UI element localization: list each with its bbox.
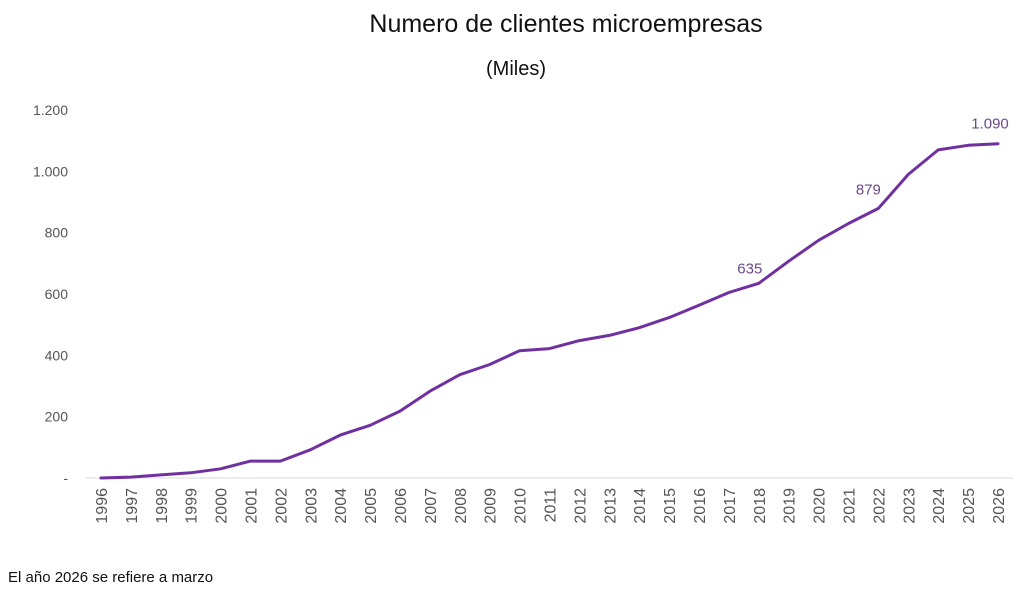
- x-tick-label: 2000: [214, 488, 231, 524]
- x-tick-label: 2022: [871, 488, 888, 524]
- y-tick-label: 400: [45, 347, 69, 363]
- y-tick-label: 1.200: [33, 102, 68, 118]
- x-tick-label: 1998: [154, 488, 171, 524]
- y-tick-label: 800: [45, 225, 69, 241]
- x-tick-label: 2005: [363, 488, 380, 524]
- y-tick-label: 600: [45, 286, 69, 302]
- x-tick-label: 2007: [423, 488, 440, 524]
- x-tick-label: 2011: [543, 488, 560, 523]
- x-tick-label: 2012: [572, 488, 589, 524]
- chart-subtitle: (Miles): [486, 58, 546, 80]
- x-tick-label: 2009: [483, 488, 500, 524]
- x-tick-label: 2026: [991, 488, 1008, 524]
- x-tick-label: 2017: [722, 488, 739, 524]
- y-tick-label: 1.000: [33, 163, 68, 179]
- x-tick-label: 2023: [901, 488, 918, 524]
- x-tick-label: 2002: [273, 488, 290, 524]
- x-tick-label: 2004: [333, 488, 350, 524]
- x-tick-label: 2010: [513, 488, 530, 524]
- x-tick-label: 1997: [124, 488, 141, 524]
- x-tick-label: 2016: [692, 488, 709, 524]
- y-tick-label: 200: [45, 409, 69, 425]
- x-tick-label: 2025: [961, 488, 978, 524]
- footnote: El año 2026 se refiere a marzo: [8, 569, 214, 586]
- y-tick-label: -: [63, 470, 68, 486]
- x-tick-label: 2020: [812, 488, 829, 524]
- chart-title: Numero de clientes microempresas: [369, 10, 763, 38]
- y-axis: - 200 400 600 800 1.000 1.200: [33, 102, 68, 486]
- x-tick-label: 2018: [752, 488, 769, 524]
- x-tick-label: 1996: [94, 488, 111, 524]
- x-tick-label: 2003: [303, 488, 320, 524]
- x-tick-label: 2024: [931, 488, 948, 524]
- x-tick-label: 2001: [244, 488, 261, 524]
- series-layer: [99, 142, 1000, 480]
- data-label: 879: [856, 181, 881, 198]
- data-labels: 635 879 1.090: [737, 116, 1008, 278]
- data-label: 635: [737, 260, 762, 277]
- x-tick-label: 2013: [602, 488, 619, 524]
- x-tick-label: 2021: [842, 488, 859, 524]
- x-axis: 1996 1997 1998 1999 2000 2001 2002 2003 2004 2005…: [86, 477, 1013, 524]
- x-tick-label: 2015: [662, 488, 679, 524]
- x-tick-label: 2019: [782, 488, 799, 524]
- x-tick-label: 2008: [453, 488, 470, 524]
- x-tick-label: 1999: [184, 488, 201, 524]
- data-label: 1.090: [971, 116, 1009, 133]
- x-tick-label: 2014: [632, 488, 649, 524]
- x-tick-label: 2006: [393, 488, 410, 524]
- series-line: [99, 142, 1000, 480]
